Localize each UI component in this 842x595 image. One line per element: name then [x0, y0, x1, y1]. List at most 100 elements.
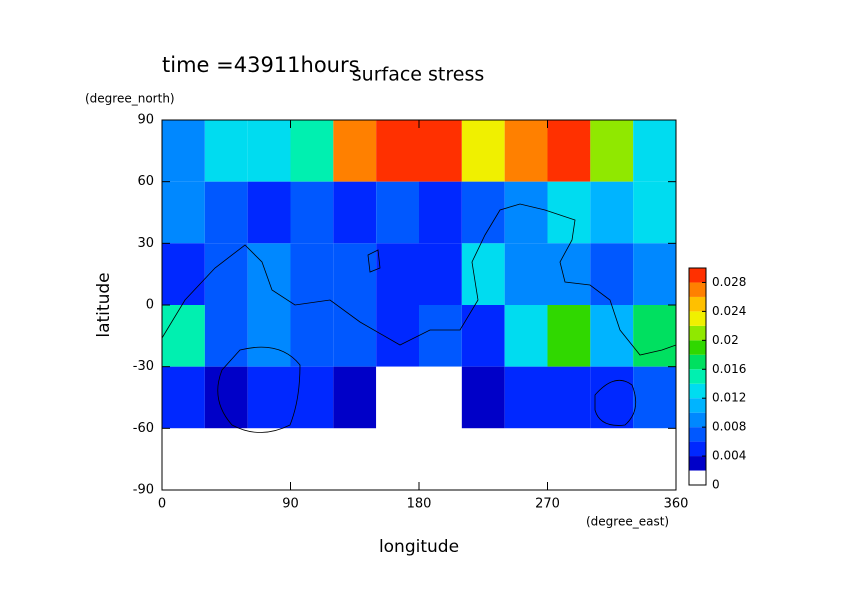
field-cell — [162, 428, 205, 490]
field-cell — [504, 120, 548, 182]
field-cell — [162, 366, 205, 429]
field-cell — [333, 120, 377, 182]
y-tick-label: 30 — [137, 236, 154, 251]
y-tick-label: 60 — [137, 174, 154, 189]
x-axis-label: longitude — [379, 537, 459, 557]
colorbar-swatch — [689, 470, 706, 485]
y-tick-label: -30 — [133, 359, 154, 374]
field-cell — [461, 120, 505, 182]
colorbar-tick-label: 0.016 — [712, 362, 746, 376]
field-cell — [376, 181, 419, 244]
y-tick-label: -90 — [133, 483, 154, 498]
colorbar-tick-label: 0.004 — [712, 449, 746, 463]
colorbar-swatch — [689, 398, 706, 413]
field-cell — [162, 305, 205, 367]
colorbar-swatch — [689, 427, 706, 442]
field-cell — [290, 181, 334, 244]
field-cell — [290, 243, 334, 305]
x-units: (degree_east) — [586, 515, 669, 529]
field-cell — [204, 181, 248, 244]
field — [162, 120, 676, 490]
y-tick-label: -60 — [133, 421, 154, 436]
colorbar-swatch — [689, 369, 706, 384]
field-cell — [204, 305, 248, 367]
field-cell — [590, 428, 634, 490]
field-cell — [162, 120, 205, 182]
field-cell — [333, 366, 377, 429]
field-cell — [247, 243, 291, 305]
field-cell — [376, 366, 419, 429]
field-cell — [504, 305, 548, 367]
colorbar-swatch — [689, 340, 706, 355]
coastline — [367, 249, 381, 273]
colorbar-tick-label: 0.02 — [712, 333, 739, 347]
field-cell — [333, 428, 377, 490]
field-cell — [333, 243, 377, 305]
colorbar: 0 0.004 0.008 0.012 0.016 0.02 0.024 0.028 — [688, 267, 746, 492]
colorbar-swatch — [689, 296, 706, 312]
field-cell — [590, 243, 634, 305]
field-cell — [461, 305, 505, 367]
field-cell — [461, 428, 505, 490]
y-units: (degree_north) — [85, 92, 175, 106]
field-cell — [504, 428, 548, 490]
y-tick-label: 0 — [146, 298, 154, 313]
field-cell — [247, 366, 291, 429]
field-cell — [633, 366, 676, 429]
field-cell — [376, 305, 419, 367]
time-label: time =43911hours — [162, 53, 360, 77]
field-cell — [633, 181, 676, 244]
field-cell — [633, 120, 676, 182]
axes: 0 90 180 270 360 -90 -60 -30 0 30 60 90 — [133, 113, 689, 512]
field-cell — [419, 305, 462, 367]
colorbar-swatch — [689, 325, 706, 341]
field-cell — [419, 428, 462, 490]
field-cell — [547, 120, 591, 182]
x-tick-label: 0 — [158, 497, 166, 512]
field-cell — [376, 243, 419, 305]
colorbar-swatch — [689, 268, 706, 283]
field-cell — [290, 428, 334, 490]
field-cell — [419, 366, 462, 429]
field-cell — [461, 181, 505, 244]
colorbar-tick-label: 0.024 — [712, 304, 746, 318]
x-tick-label: 270 — [535, 497, 560, 512]
field-cell — [504, 181, 548, 244]
coastline — [594, 379, 637, 426]
field-cell — [461, 243, 505, 305]
coastlines — [161, 203, 677, 433]
field-cell — [333, 181, 377, 244]
x-tick-label: 360 — [664, 497, 689, 512]
field-cell — [419, 243, 462, 305]
field-cell — [204, 120, 248, 182]
field-cell — [247, 305, 291, 367]
x-tick-label: 180 — [407, 497, 432, 512]
colorbar-swatch — [689, 383, 706, 399]
field-cell — [547, 181, 591, 244]
field-cell — [633, 305, 676, 367]
colorbar-tick-label: 0.012 — [712, 391, 746, 405]
field-cell — [204, 243, 248, 305]
field-cell — [376, 428, 419, 490]
field-cell — [247, 428, 291, 490]
field-cell — [547, 243, 591, 305]
colorbar-swatch — [689, 282, 706, 297]
field-cell — [204, 366, 248, 429]
field-cell — [547, 366, 591, 429]
colorbar-frame — [688, 267, 707, 486]
field-cell — [419, 120, 462, 182]
field-cell — [590, 181, 634, 244]
y-tick-label: 90 — [137, 113, 154, 128]
field-cell — [547, 305, 591, 367]
colorbar-swatch — [689, 354, 706, 370]
field-cell — [633, 428, 676, 490]
colorbar-swatch — [689, 441, 706, 457]
x-tick-label: 90 — [282, 497, 299, 512]
colorbar-swatch — [689, 412, 706, 428]
field-cell — [247, 181, 291, 244]
field-cell — [290, 305, 334, 367]
chart-title: surface stress — [352, 64, 485, 86]
field-cell — [204, 428, 248, 490]
colorbar-tick-label: 0.028 — [712, 275, 746, 289]
